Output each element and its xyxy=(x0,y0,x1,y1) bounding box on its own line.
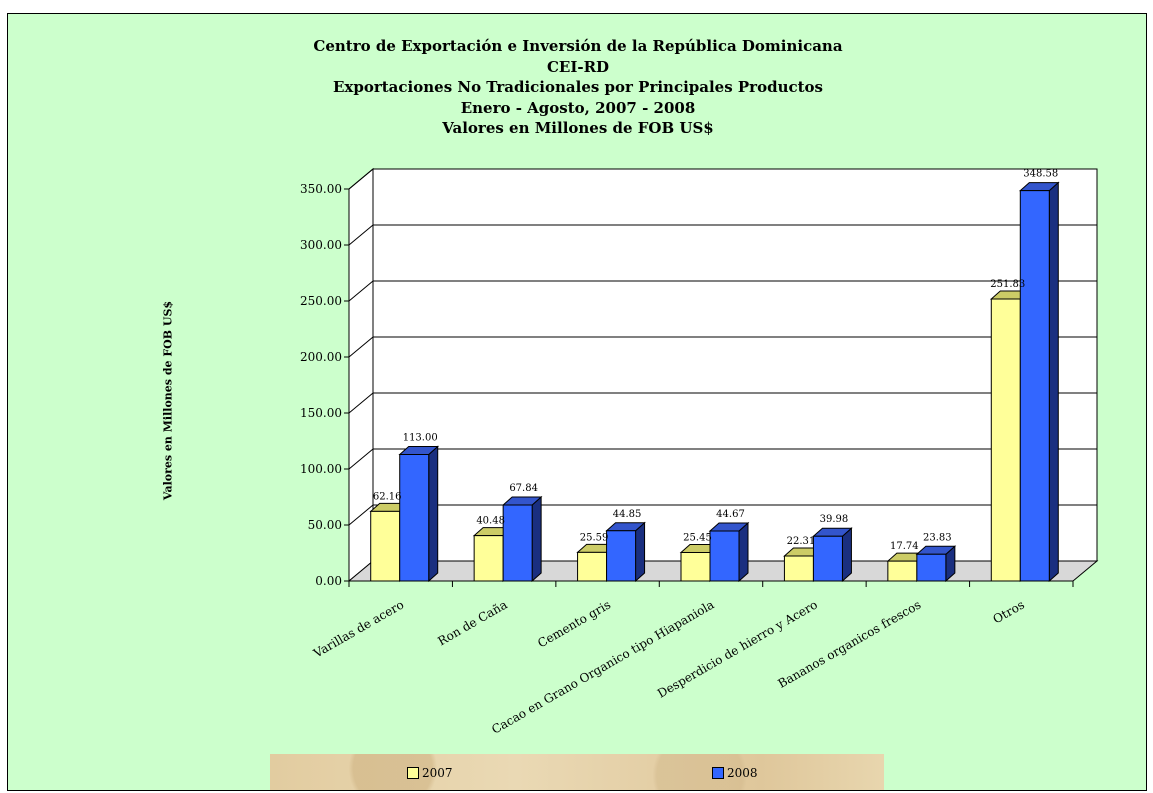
gridline xyxy=(348,168,1097,190)
title-line-2: CEI-RD xyxy=(546,57,610,76)
bar-2008 xyxy=(1018,181,1060,583)
bar-2008 xyxy=(915,545,957,583)
data-label-2007: 22.31 xyxy=(787,536,816,547)
bar-2007-front xyxy=(680,551,711,582)
bar-2007-front xyxy=(370,510,401,582)
bar-2008-front xyxy=(399,453,430,582)
data-label-2007: 17.74 xyxy=(890,541,919,552)
y-tick-label: 0.00 xyxy=(315,574,342,588)
bar-2008-side xyxy=(841,527,852,583)
bar-2007-front xyxy=(577,551,608,582)
bar-2008-front xyxy=(606,530,637,582)
legend-swatch-2007 xyxy=(407,767,419,779)
title-line-3: Exportaciones No Tradicionales por Princ… xyxy=(332,78,823,96)
bar-2008-front xyxy=(1019,190,1050,582)
legend-swatch-2008 xyxy=(712,767,724,779)
y-tick-label: 350.00 xyxy=(300,182,342,196)
plot-side-wall xyxy=(348,167,374,583)
bar-2008-front xyxy=(916,553,947,582)
bar-2007-front xyxy=(473,535,504,582)
gridline xyxy=(348,504,1097,526)
data-label-2008: 44.85 xyxy=(613,509,642,520)
y-tick-label: 100.00 xyxy=(300,462,342,476)
bar-2008 xyxy=(708,521,750,583)
title-line-1: Centro de Exportación e Inversión de la … xyxy=(313,37,843,55)
y-tick-label: 200.00 xyxy=(300,350,342,364)
gridline xyxy=(348,336,1097,358)
y-tick-label: 150.00 xyxy=(300,406,342,420)
x-tick-label: Varillas de acero xyxy=(310,597,406,660)
data-label-2008: 348.58 xyxy=(1023,169,1058,180)
bar-2008-side xyxy=(1048,181,1059,583)
legend-label-2008: 2008 xyxy=(727,766,758,780)
x-tick-label: Cacao en Grano Organico tipo Hiapaniola xyxy=(489,597,716,736)
bar-2008 xyxy=(605,521,646,583)
data-label-2007: 25.59 xyxy=(580,532,609,543)
bar-2008 xyxy=(812,527,853,583)
legend: 2007 2008 xyxy=(270,754,884,790)
bar-2007-front xyxy=(887,560,918,582)
data-label-2008: 39.98 xyxy=(820,514,849,525)
bar-2008-side xyxy=(635,521,646,583)
bar-2008-side xyxy=(531,495,542,583)
gridline xyxy=(348,280,1097,302)
legend-item-2008: 2008 xyxy=(712,766,758,780)
gridline xyxy=(348,392,1097,414)
bar-2008-front xyxy=(812,535,843,582)
gridline xyxy=(348,448,1097,470)
legend-item-2007: 2007 xyxy=(407,766,453,780)
y-tick-label: 50.00 xyxy=(308,518,342,532)
bar-2007-front xyxy=(783,555,814,582)
data-label-2007: 62.16 xyxy=(373,491,402,502)
data-label-2008: 44.67 xyxy=(716,509,745,520)
x-tick-label: Ron de Caña xyxy=(435,597,509,648)
bar-2008-front xyxy=(709,530,740,582)
chart-title: Centro de Exportación e Inversión de la … xyxy=(8,36,1148,139)
y-tick-label: 250.00 xyxy=(300,294,342,308)
x-tick-label: Otros xyxy=(991,597,1027,626)
gridline xyxy=(348,224,1097,246)
title-line-4: Enero - Agosto, 2007 - 2008 xyxy=(460,98,696,117)
legend-label-2007: 2007 xyxy=(422,766,453,780)
data-label-2008: 23.83 xyxy=(923,532,952,543)
data-label-2007: 25.45 xyxy=(683,532,712,543)
bar-2008-side xyxy=(428,445,439,583)
data-label-2007: 40.48 xyxy=(476,516,505,527)
plot-back-wall xyxy=(372,168,1098,562)
bar-2008 xyxy=(398,445,440,583)
bar-2008-side xyxy=(738,521,749,583)
x-tick-label: Cemento gris xyxy=(535,597,613,650)
data-label-2008: 113.00 xyxy=(403,432,438,443)
title-line-5: Valores en Millones de FOB US$ xyxy=(442,119,714,137)
data-label-2008: 67.84 xyxy=(509,483,538,494)
bar-2008-front xyxy=(502,504,533,582)
y-tick-label: 300.00 xyxy=(300,238,342,252)
x-tick-label: Desperdicio de hierro y Acero xyxy=(655,597,820,700)
data-label-2007: 251.83 xyxy=(990,279,1025,290)
bar-2008 xyxy=(501,495,543,583)
bar-2007-front xyxy=(990,298,1021,582)
